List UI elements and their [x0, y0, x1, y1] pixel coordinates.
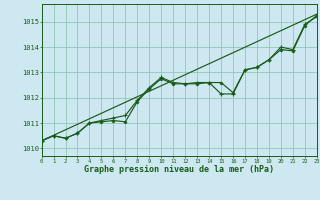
X-axis label: Graphe pression niveau de la mer (hPa): Graphe pression niveau de la mer (hPa)	[84, 165, 274, 174]
